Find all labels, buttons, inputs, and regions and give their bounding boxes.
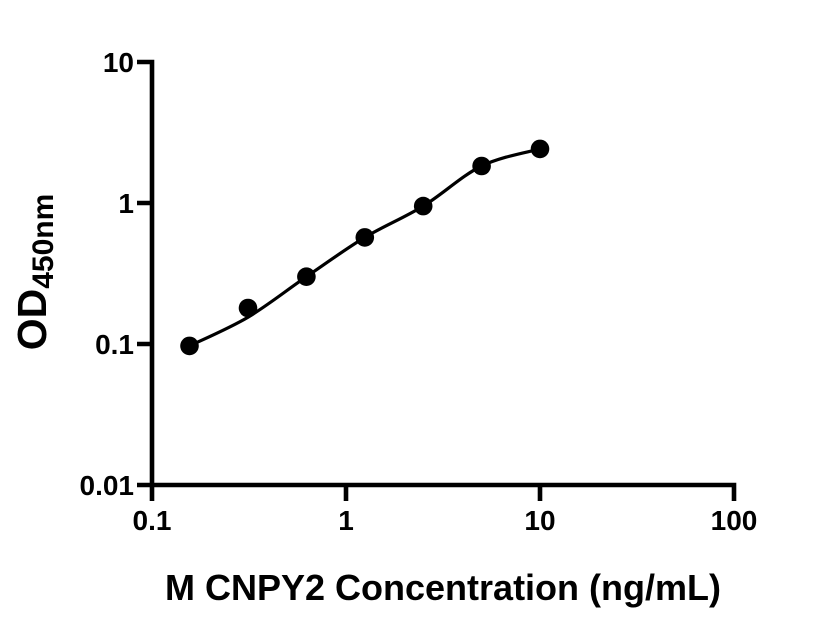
data-point — [180, 336, 199, 356]
x-axis-title: M CNPY2 Concentration (ng/mL) — [165, 567, 721, 608]
y-tick-label: 1 — [118, 188, 134, 219]
y-tick-label: 10 — [103, 47, 134, 78]
y-axis-title-main: OD — [9, 289, 55, 351]
x-tick-label: 0.1 — [133, 505, 172, 536]
plot-area — [180, 139, 550, 356]
data-point — [297, 267, 316, 287]
x-tick-label: 1 — [338, 505, 354, 536]
y-axis-title-subscript: 450nm — [27, 194, 60, 289]
data-point — [355, 228, 375, 247]
axes — [137, 59, 737, 501]
data-point — [238, 298, 258, 318]
x-tick-label: 10 — [524, 505, 555, 536]
data-point — [530, 139, 550, 159]
data-point — [472, 156, 491, 176]
axis-spines-and-ticks — [137, 59, 737, 501]
y-tick-label: 0.1 — [95, 329, 134, 360]
x-tick-label: 100 — [711, 505, 758, 536]
fit-curve-line — [188, 147, 541, 348]
y-axis-title: OD450nm — [9, 194, 60, 351]
data-point — [413, 196, 433, 216]
y-tick-label: 0.01 — [80, 470, 135, 501]
tick-labels: 10 1 0.1 0.01 0.1 1 10 100 — [80, 47, 758, 536]
